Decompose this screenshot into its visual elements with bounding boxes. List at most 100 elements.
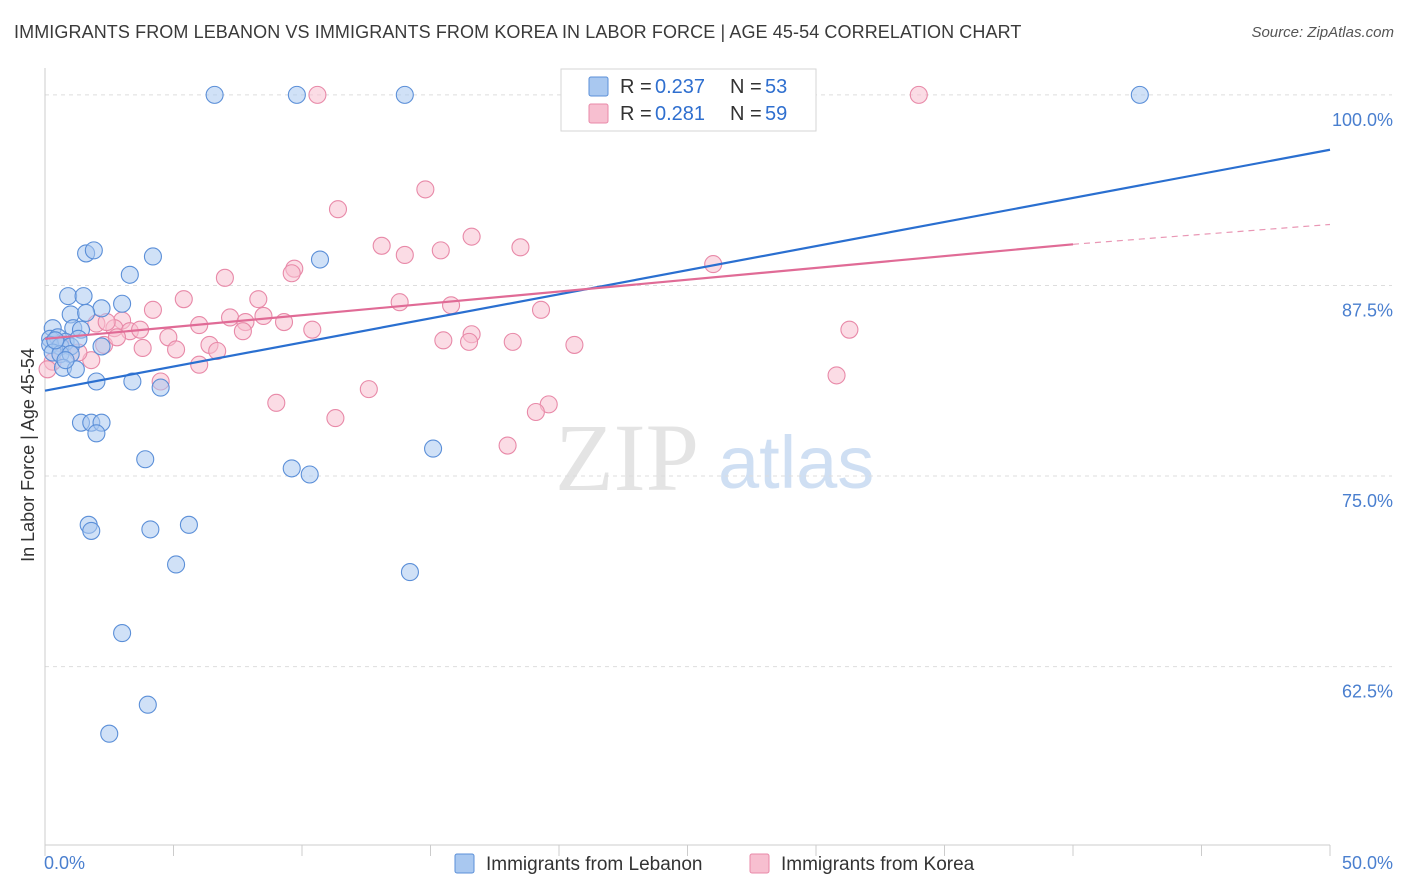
bottom-legend-swatch-korea [749, 853, 770, 874]
source-label: Source: ZipAtlas.com [1251, 24, 1394, 41]
y-axis-label: In Labor Force | Age 45-54 [18, 348, 38, 562]
series-lebanon-points [41, 85, 1149, 743]
korea-point [282, 264, 301, 283]
bottom-legend-swatch-lebanon [454, 853, 475, 874]
lebanon-point [167, 555, 186, 574]
korea-point [328, 200, 348, 219]
legend-n-value-1: 53 [765, 76, 787, 98]
korea-point [827, 366, 846, 385]
korea-point [531, 300, 551, 319]
korea-point [416, 180, 435, 199]
legend-swatch-lebanon [588, 76, 609, 97]
lebanon-point [92, 337, 111, 356]
legend-swatch-korea [588, 103, 609, 124]
korea-point [249, 290, 268, 309]
chart-title: IMMIGRANTS FROM LEBANON VS IMMIGRANTS FR… [14, 22, 1022, 42]
lebanon-point [310, 250, 330, 269]
korea-point [267, 393, 286, 412]
lebanon-point [46, 331, 65, 350]
korea-point [372, 236, 391, 255]
korea-point [511, 238, 530, 257]
trendline-korea-extension [1072, 223, 1331, 245]
korea-point [431, 241, 450, 260]
korea-point [326, 409, 345, 428]
lebanon-point [113, 624, 132, 643]
lebanon-point [287, 85, 306, 104]
lebanon-point [56, 351, 75, 370]
legend-n-label-1: N = [730, 76, 762, 98]
legend-box: R = 0.237 N = 53 R = 0.281 N = 59 [560, 68, 817, 132]
korea-point [459, 332, 479, 351]
korea-point [395, 245, 414, 265]
korea-point [503, 332, 522, 351]
x-tick-label: 0.0% [44, 853, 85, 873]
lebanon-point [282, 459, 301, 478]
korea-point [390, 293, 409, 312]
lebanon-point [205, 85, 224, 104]
korea-point [133, 338, 152, 358]
trendline-korea [44, 243, 1074, 340]
lebanon-point [59, 287, 78, 306]
legend-n-value-2: 59 [765, 103, 787, 125]
korea-point [442, 296, 461, 315]
trendlines [44, 148, 1331, 392]
korea-point [254, 306, 273, 325]
lebanon-point [69, 329, 88, 348]
korea-point [303, 320, 322, 339]
legend-n-label-2: N = [730, 103, 762, 125]
korea-point [215, 268, 234, 287]
lebanon-point [143, 247, 162, 266]
lebanon-point [136, 450, 155, 469]
korea-point [565, 335, 584, 354]
lebanon-point [113, 294, 132, 313]
lebanon-point [92, 299, 111, 318]
grid-lines [45, 94, 1392, 668]
lebanon-point [120, 265, 139, 284]
legend-r-label-1: R = [620, 76, 652, 98]
korea-point [498, 436, 517, 455]
axes [44, 68, 1331, 856]
lebanon-point [141, 520, 160, 539]
trendline-lebanon [44, 148, 1331, 392]
legend-r-value-1: 0.237 [655, 76, 705, 98]
lebanon-point [151, 378, 170, 397]
y-tick-label: 87.5% [1342, 300, 1393, 320]
bottom-legend-lebanon: Immigrants from Lebanon [486, 854, 703, 875]
lebanon-point [87, 424, 106, 443]
y-tick-label: 100.0% [1332, 110, 1393, 130]
korea-point [190, 355, 209, 374]
y-tick-label: 75.0% [1342, 491, 1393, 511]
lebanon-point [82, 521, 101, 540]
korea-point [174, 290, 193, 309]
bottom-legend-korea: Immigrants from Korea [781, 854, 975, 875]
lebanon-point [100, 724, 119, 743]
lebanon-point [77, 303, 96, 322]
x-tick-label: 50.0% [1342, 853, 1393, 873]
bottom-legend: Immigrants from Lebanon Immigrants from … [454, 853, 975, 875]
lebanon-point [179, 515, 198, 534]
korea-point [840, 320, 859, 339]
y-tick-labels: 62.5% 75.0% 87.5% 100.0% [1332, 110, 1393, 702]
lebanon-point [74, 287, 93, 306]
korea-point [167, 340, 186, 359]
korea-point [233, 322, 252, 341]
korea-point [208, 341, 227, 361]
lebanon-point [138, 695, 157, 714]
korea-point [38, 360, 57, 379]
korea-point [526, 402, 545, 422]
lebanon-point [424, 439, 443, 458]
y-tick-label: 62.5% [1342, 682, 1393, 702]
legend-r-value-2: 0.281 [655, 103, 705, 125]
lebanon-point [123, 372, 142, 391]
korea-point [143, 300, 162, 319]
watermark-atlas: atlas [718, 421, 874, 504]
x-tick-labels: 0.0% 50.0% [44, 853, 1393, 873]
lebanon-point [300, 465, 319, 484]
korea-point [434, 331, 453, 350]
lebanon-point [1130, 85, 1149, 104]
lebanon-point [84, 241, 103, 260]
lebanon-point [400, 563, 419, 582]
lebanon-point [395, 85, 414, 104]
watermark-zip: ZIP [555, 404, 699, 511]
